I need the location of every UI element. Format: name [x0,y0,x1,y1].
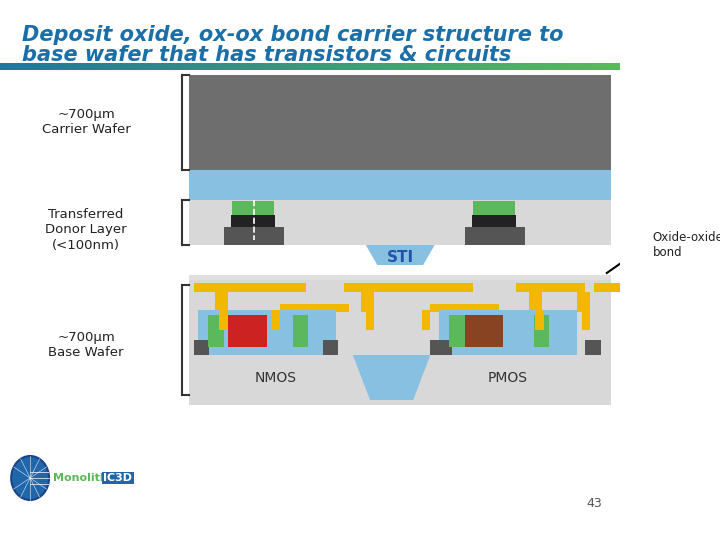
FancyBboxPatch shape [529,292,542,312]
FancyBboxPatch shape [472,215,516,227]
FancyBboxPatch shape [189,265,611,270]
Text: Transferred
Donor Layer
(<100nm): Transferred Donor Layer (<100nm) [45,208,127,252]
FancyBboxPatch shape [473,201,515,215]
FancyBboxPatch shape [361,292,374,312]
FancyBboxPatch shape [271,310,279,330]
FancyBboxPatch shape [431,304,499,312]
Text: ~700μm
Base Wafer: ~700μm Base Wafer [48,331,124,359]
FancyBboxPatch shape [279,304,348,312]
FancyBboxPatch shape [594,283,637,292]
Text: PMOS: PMOS [487,371,528,385]
FancyBboxPatch shape [534,315,549,347]
FancyBboxPatch shape [585,340,600,355]
Text: Oxide-oxide
bond: Oxide-oxide bond [652,231,720,259]
FancyBboxPatch shape [194,340,209,355]
FancyBboxPatch shape [422,310,431,330]
FancyBboxPatch shape [189,200,611,245]
FancyBboxPatch shape [292,315,308,347]
FancyBboxPatch shape [189,170,611,200]
FancyBboxPatch shape [582,310,590,330]
FancyBboxPatch shape [198,310,336,355]
FancyBboxPatch shape [189,275,611,280]
Text: NMOS: NMOS [254,371,297,385]
FancyBboxPatch shape [233,201,274,215]
FancyBboxPatch shape [215,292,228,312]
FancyBboxPatch shape [189,280,611,405]
FancyBboxPatch shape [230,215,276,227]
Text: STI: STI [387,251,414,266]
FancyBboxPatch shape [189,75,611,170]
FancyBboxPatch shape [208,315,224,347]
FancyBboxPatch shape [439,310,577,355]
FancyBboxPatch shape [194,283,305,292]
Text: base wafer that has transistors & circuits: base wafer that has transistors & circui… [22,45,510,65]
FancyBboxPatch shape [464,315,503,347]
FancyBboxPatch shape [464,227,525,245]
FancyBboxPatch shape [431,340,452,355]
Text: Monolith: Monolith [53,473,108,483]
FancyBboxPatch shape [449,315,464,347]
FancyBboxPatch shape [344,283,473,292]
FancyBboxPatch shape [536,310,544,330]
Polygon shape [353,355,431,400]
FancyBboxPatch shape [224,227,284,245]
Text: 43: 43 [587,497,603,510]
FancyBboxPatch shape [228,315,267,347]
Text: Deposit oxide, ox-ox bond carrier structure to: Deposit oxide, ox-ox bond carrier struct… [22,25,563,45]
Text: IC3D: IC3D [103,473,132,483]
FancyBboxPatch shape [220,310,228,330]
FancyBboxPatch shape [516,283,585,292]
Text: ~700μm
Carrier Wafer: ~700μm Carrier Wafer [42,108,130,136]
Polygon shape [366,245,435,265]
Circle shape [12,456,49,500]
FancyBboxPatch shape [323,340,338,355]
FancyBboxPatch shape [366,310,374,330]
FancyBboxPatch shape [577,292,590,312]
